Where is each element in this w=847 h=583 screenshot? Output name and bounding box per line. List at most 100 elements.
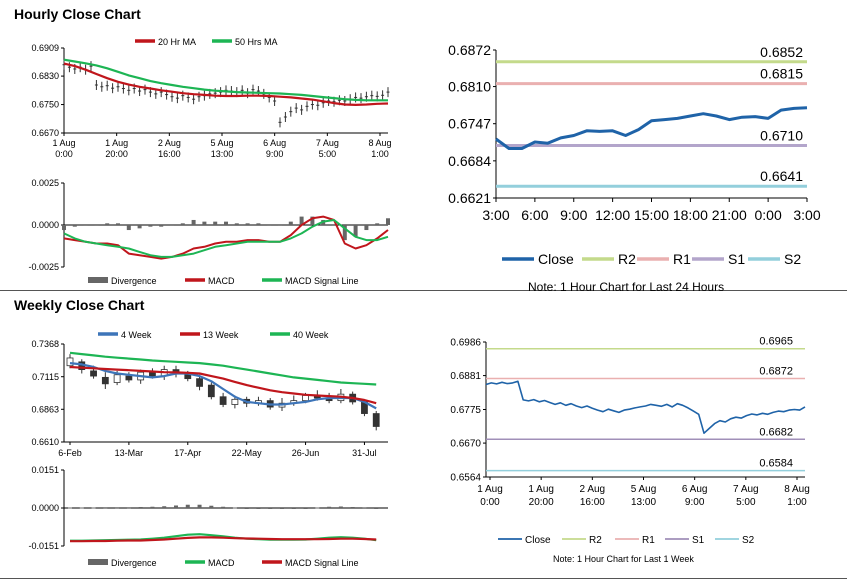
hourly-divergence-bar	[180, 223, 185, 225]
hourly-price-x-tick-label: 8 Aug	[368, 138, 391, 148]
hourly-price-x-tick-label: 13:00	[211, 149, 234, 159]
weekly-divergence-bar	[79, 507, 84, 509]
hourly-price-y-tick-label: 0.6670	[31, 128, 59, 138]
weekly-price-y-tick-label: 0.6863	[31, 404, 59, 414]
weekly-price-x-tick-label: 13-Mar	[115, 448, 144, 458]
hourly-macd-line	[63, 219, 389, 258]
hourly-divergence-bar	[62, 225, 66, 231]
hourly-divergence-bar	[170, 225, 174, 226]
pivot24-x-tick-label: 3:00	[482, 207, 509, 223]
pivot24-legend-label: S2	[784, 251, 801, 267]
pivot1w--y-tick-label: 0.6564	[450, 473, 481, 484]
pivot1w-x-tick-label: 13:00	[631, 497, 656, 508]
pivot24-legend-label: R1	[673, 251, 691, 267]
weekly-candle-body	[302, 395, 309, 402]
weekly-divergence-bar	[338, 506, 343, 508]
hourly-divergence-bar	[342, 225, 347, 241]
hourly-divergence-bar	[213, 221, 218, 225]
hourly-ma-line	[63, 58, 388, 102]
hourly-ma-line	[63, 62, 389, 107]
hourly-price-x-tick-label: 6 Aug	[263, 138, 286, 148]
pivot24-legend-label: R2	[618, 251, 636, 267]
pivot1w-level-label-r1: 0.6872	[759, 365, 793, 377]
hourly-price-x-tick-label: 16:00	[158, 149, 181, 159]
pivot1w-legend-label: S2	[742, 535, 755, 546]
legend-divergence-label: Divergence	[111, 276, 157, 286]
weekly-candle-body	[207, 384, 215, 398]
hourly-macd-y-tick-label: 0.0000	[31, 220, 59, 230]
pivot1w-close-line	[485, 380, 806, 434]
pivot24-x-tick-label: 21:00	[712, 207, 747, 223]
pivot1w-x-tick-label: 2 Aug	[580, 484, 606, 495]
hourly-price-x-tick-label: 1 Aug	[105, 138, 128, 148]
weekly-divergence-bar	[327, 506, 332, 508]
pivot24--y-tick-label: 0.6747	[448, 116, 491, 132]
hourly-divergence-bar	[83, 225, 88, 226]
hourly-divergence-bar	[267, 225, 272, 226]
pivot1w-x-tick-label: 1 Aug	[477, 484, 503, 495]
hourly-price-x-tick-label: 1:00	[371, 149, 389, 159]
weekly-divergence-bar	[350, 506, 355, 508]
legend-4-week-label: 4 Week	[121, 330, 152, 340]
weekly-macd-chart: 0.0151 0.0000 -0.0151 Divergence MACD MACD Si…	[28, 465, 388, 568]
pivot1w-level-label-s1: 0.6682	[759, 426, 793, 438]
weekly-divergence-bar	[103, 507, 108, 509]
weekly-macd-y-tick-label: -0.0151	[28, 541, 59, 551]
weekly-candle-body	[125, 375, 133, 381]
pivot24-x-tick-label: 6:00	[521, 207, 548, 223]
weekly-divergence-bar	[91, 507, 96, 509]
pivot24-x-tick-label: 12:00	[595, 207, 630, 223]
hourly-divergence-bar	[245, 223, 250, 225]
pivot1w-x-tick-label: 16:00	[580, 497, 605, 508]
pivot24--y-tick-label: 0.6872	[448, 42, 491, 58]
pivot24-level-label-r2: 0.6852	[760, 44, 803, 60]
pivot1w-x-tick-label: 7 Aug	[733, 484, 759, 495]
pivot1w-x-tick-label: 1 Aug	[528, 484, 554, 495]
weekly-ma-line	[69, 362, 377, 410]
legend-divergence-swatch	[88, 277, 108, 283]
pivot24-close-line	[495, 106, 808, 150]
pivot1w-legend-label: R2	[589, 535, 602, 546]
hourly-macd-y-tick-label: 0.0025	[31, 178, 59, 188]
hourly-divergence-bar	[234, 223, 239, 225]
weekly-divergence-bar	[115, 507, 120, 509]
legend-macd-label: MACD	[208, 558, 235, 568]
hourly-divergence-bar	[288, 221, 293, 225]
hourly-divergence-bar	[375, 223, 380, 225]
weekly-divergence-bar	[362, 507, 367, 509]
pivot24-note: Note: 1 Hour Chart for Last 24 Hours	[528, 280, 724, 294]
pivot1w-x-tick-label: 20:00	[529, 497, 554, 508]
weekly-price-x-tick-label: 26-Jun	[292, 448, 320, 458]
weekly-ma-line	[69, 351, 377, 386]
weekly-macd-y-tick-label: 0.0151	[31, 465, 59, 475]
section-divider	[0, 290, 847, 291]
pivot1w-x-tick-label: 6 Aug	[682, 484, 708, 495]
weekly-macd-line	[70, 536, 377, 543]
hourly-divergence-bar	[224, 221, 228, 225]
weekly-price-x-tick-label: 22-May	[232, 448, 263, 458]
weekly-divergence-bar	[162, 506, 167, 508]
pivot24--y-tick-label: 0.6621	[448, 190, 491, 206]
weekly-divergence-bar	[221, 506, 226, 508]
weekly-divergence-bar	[256, 508, 261, 509]
weekly-macd-y-tick-label: 0.0000	[31, 503, 59, 513]
hourly-divergence-bar	[94, 225, 99, 226]
hourly-section-title: Hourly Close Chart	[14, 6, 141, 22]
hourly-macd-y-tick-label: -0.0025	[28, 262, 59, 272]
pivot1w--y-tick-label: 0.6670	[450, 439, 481, 450]
hourly-price-y-tick-label: 0.6909	[31, 43, 59, 53]
weekly-candle-body	[372, 413, 380, 427]
weekly-price-x-tick-label: 31-Jul	[352, 448, 377, 458]
weekly-price-x-tick-label: 6-Feb	[58, 448, 82, 458]
hourly-divergence-bar	[299, 216, 304, 225]
legend-20hr-ma-label: 20 Hr MA	[158, 37, 196, 47]
hourly-divergence-bar	[353, 225, 358, 237]
pivot1w--y-tick-label: 0.6881	[450, 371, 481, 382]
weekly-candle-body	[231, 398, 239, 405]
legend-divergence-label: Divergence	[111, 558, 157, 568]
legend-macd-signal-label: MACD Signal Line	[285, 276, 359, 286]
pivot1w-legend-label: Close	[525, 535, 551, 546]
